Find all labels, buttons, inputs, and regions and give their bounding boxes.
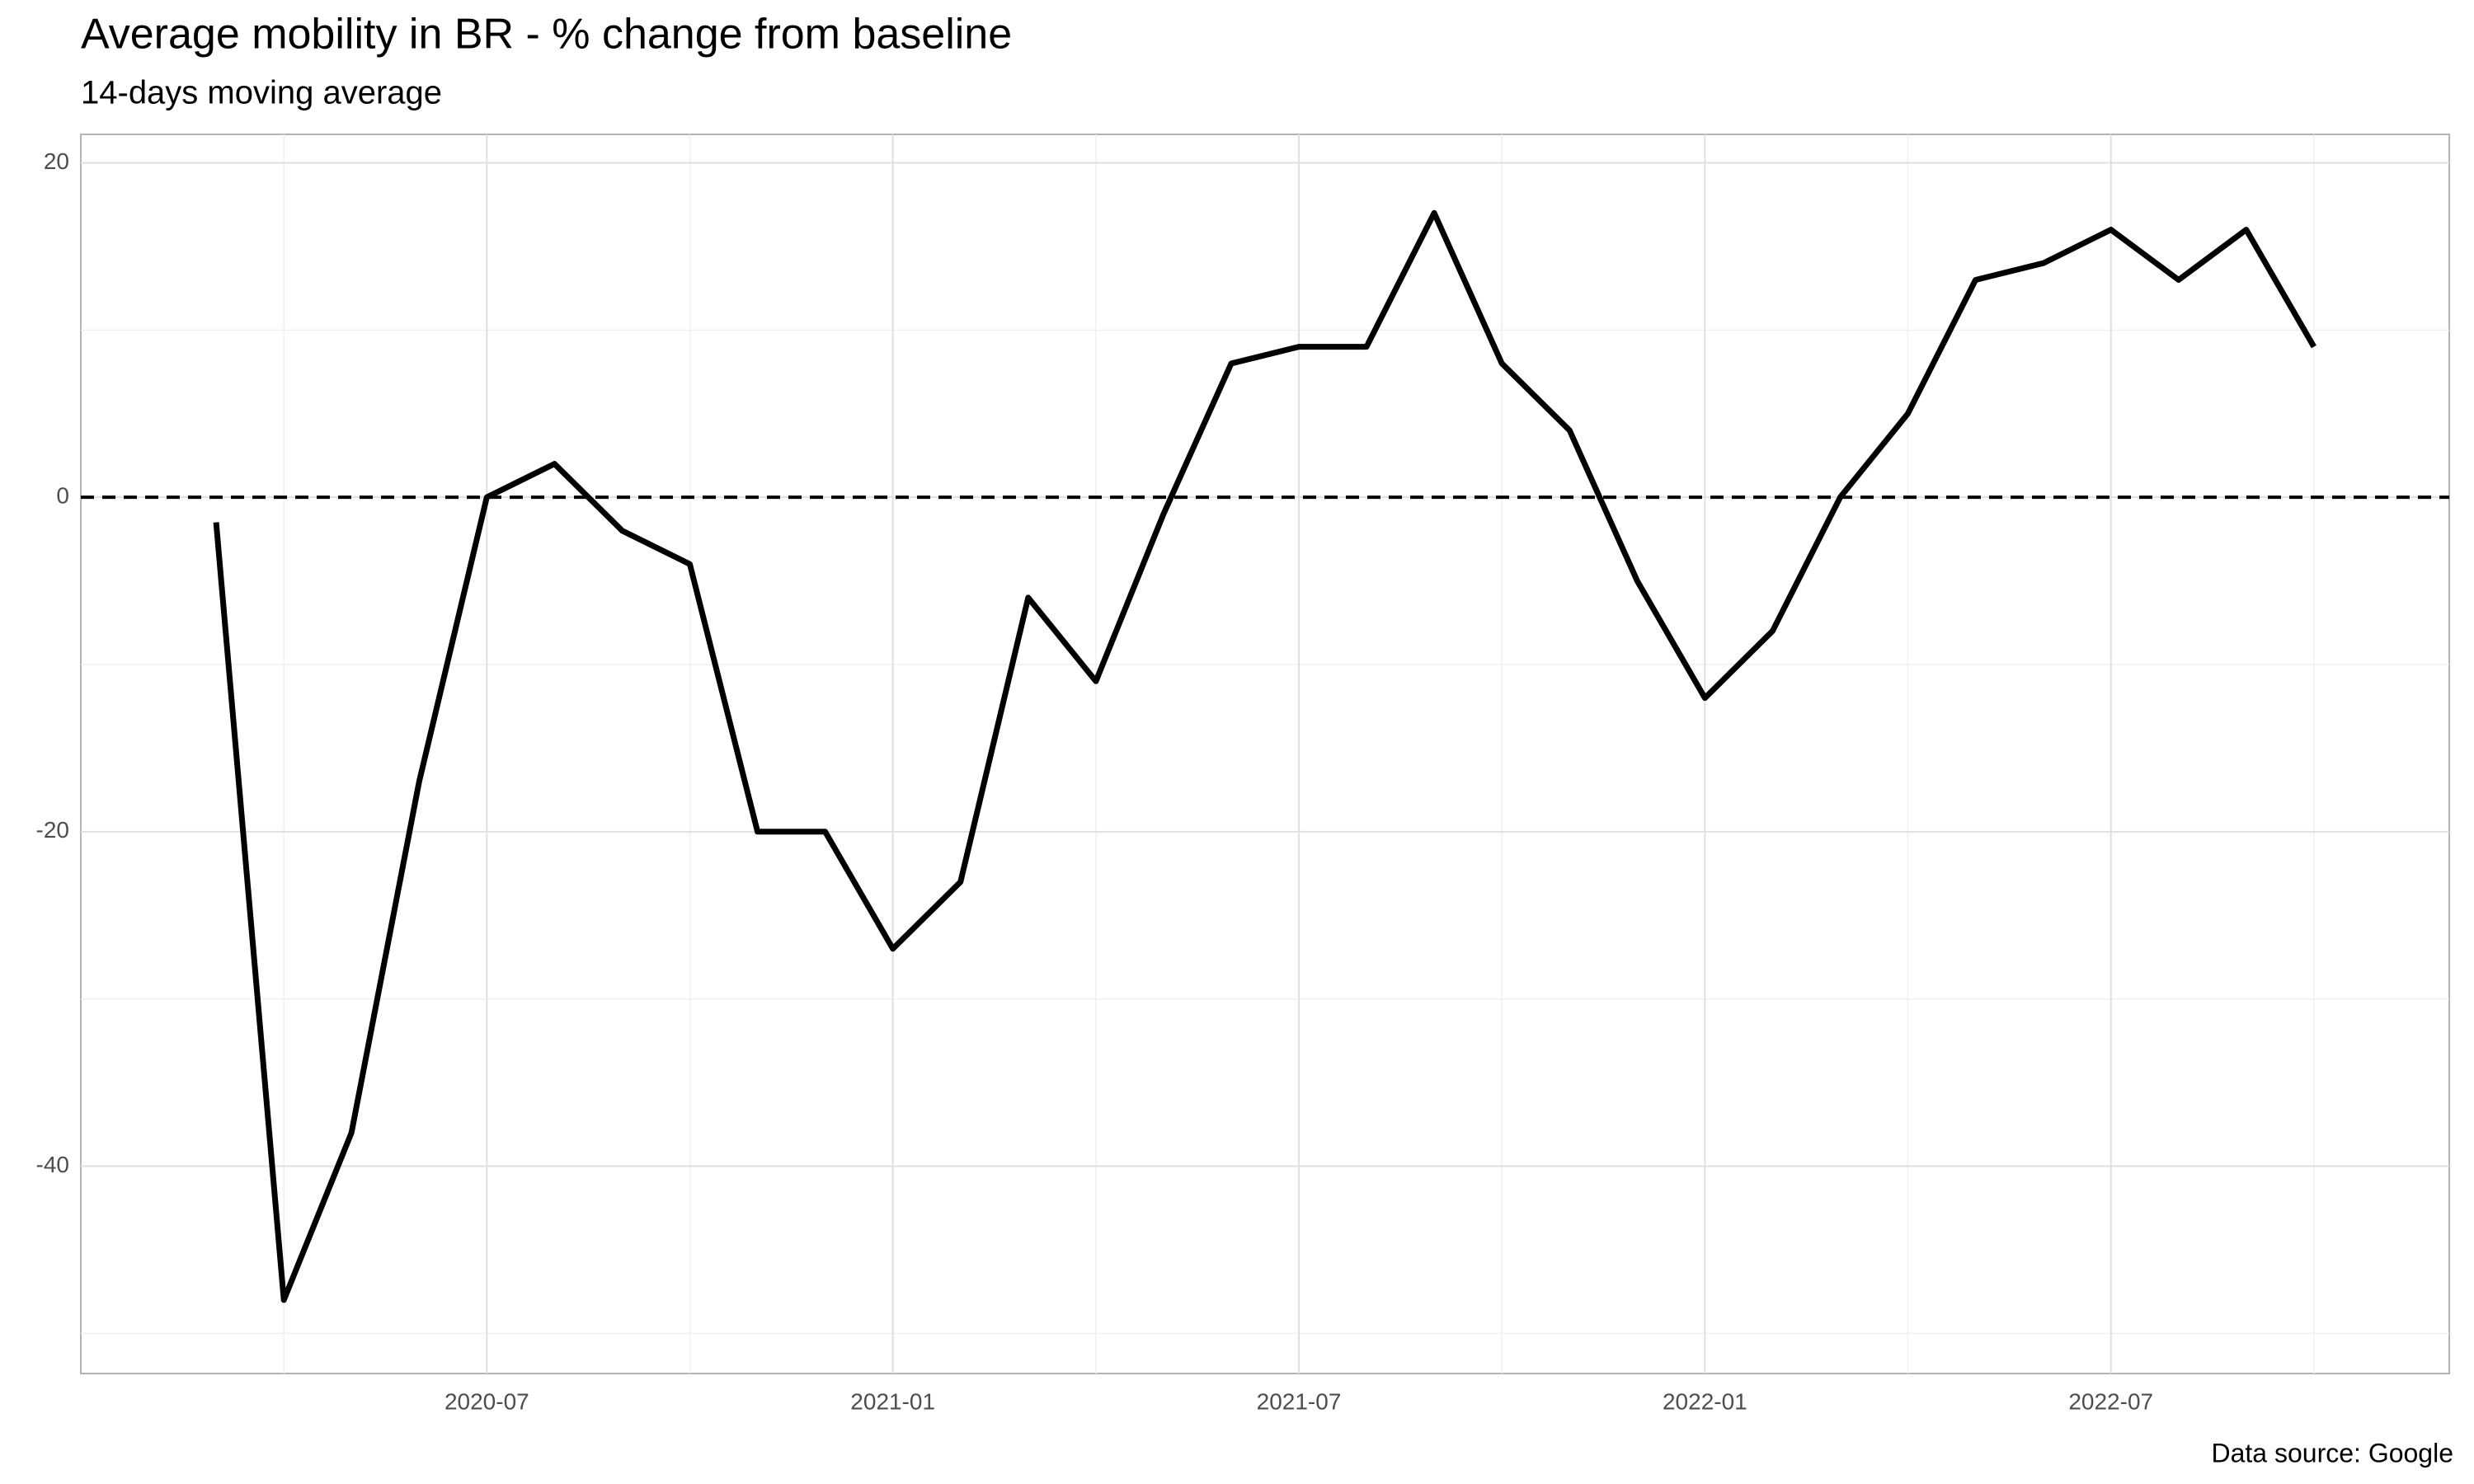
y-tick-label: 0 (56, 483, 69, 509)
chart-title: Average mobility in BR - % change from b… (81, 11, 1012, 59)
chart-subtitle: 14-days moving average (81, 75, 442, 111)
x-tick-label: 2022-07 (2068, 1388, 2153, 1414)
x-tick-label: 2021-07 (1257, 1388, 1342, 1414)
series-line (213, 209, 2316, 1303)
caption: Data source: Google (2212, 1438, 2454, 1468)
y-tick-label: -40 (36, 1152, 69, 1177)
x-tick-label: 2022-01 (1663, 1388, 1747, 1414)
y-tick-label: 20 (44, 148, 69, 174)
x-tick-label: 2020-07 (444, 1388, 529, 1414)
y-tick-label: -20 (36, 817, 69, 843)
panel (80, 134, 2450, 1374)
x-tick-label: 2021-01 (850, 1388, 935, 1414)
